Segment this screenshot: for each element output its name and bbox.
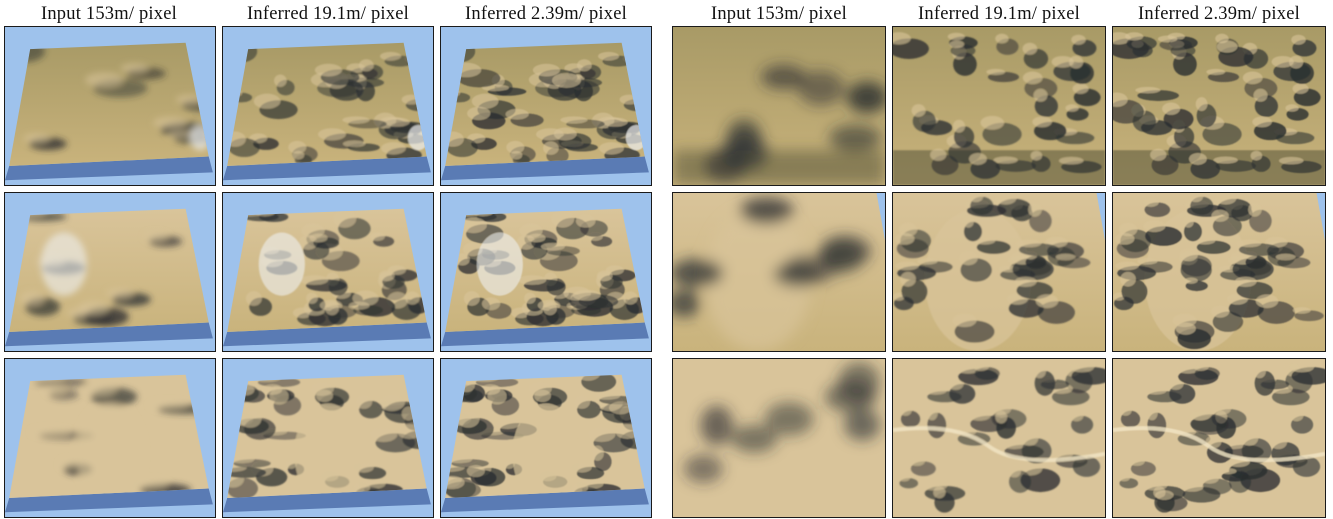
terrain-panel-oblique-row1-col3 (440, 26, 652, 186)
terrain-panel-closeup-row2-col1 (672, 192, 886, 352)
column-header-inferred-19-right: Inferred 19.1m/ pixel (918, 4, 1080, 24)
terrain-panel-oblique-row3-col1 (4, 358, 216, 518)
terrain-panel-closeup-row1-col3 (1112, 26, 1326, 186)
terrain-panel-oblique-row3-col2 (222, 358, 434, 518)
terrain-panel-closeup-row2-col3 (1112, 192, 1326, 352)
terrain-panel-closeup-row3-col2 (892, 358, 1106, 518)
terrain-panel-closeup-row2-col2 (892, 192, 1106, 352)
column-header-inferred-2-right: Inferred 2.39m/ pixel (1138, 4, 1300, 24)
terrain-panel-oblique-row1-col1 (4, 26, 216, 186)
column-header-input-left: Input 153m/ pixel (41, 4, 177, 24)
terrain-panel-closeup-row3-col3 (1112, 358, 1326, 518)
terrain-panel-oblique-row2-col3 (440, 192, 652, 352)
terrain-panel-closeup-row1-col1 (672, 26, 886, 186)
terrain-panel-oblique-row3-col3 (440, 358, 652, 518)
column-header-inferred-2-left: Inferred 2.39m/ pixel (465, 4, 627, 24)
terrain-panel-oblique-row2-col1 (4, 192, 216, 352)
column-header-inferred-19-left: Inferred 19.1m/ pixel (247, 4, 409, 24)
terrain-panel-closeup-row3-col1 (672, 358, 886, 518)
column-header-input-right: Input 153m/ pixel (711, 4, 847, 24)
terrain-panel-oblique-row1-col2 (222, 26, 434, 186)
terrain-panel-closeup-row1-col2 (892, 26, 1106, 186)
terrain-panel-oblique-row2-col2 (222, 192, 434, 352)
